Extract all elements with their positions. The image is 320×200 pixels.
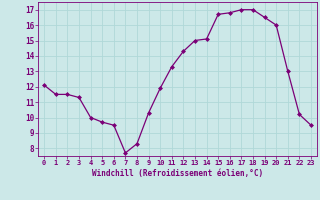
X-axis label: Windchill (Refroidissement éolien,°C): Windchill (Refroidissement éolien,°C) (92, 169, 263, 178)
